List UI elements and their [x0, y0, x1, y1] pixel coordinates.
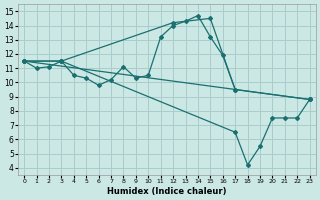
- X-axis label: Humidex (Indice chaleur): Humidex (Indice chaleur): [107, 187, 227, 196]
